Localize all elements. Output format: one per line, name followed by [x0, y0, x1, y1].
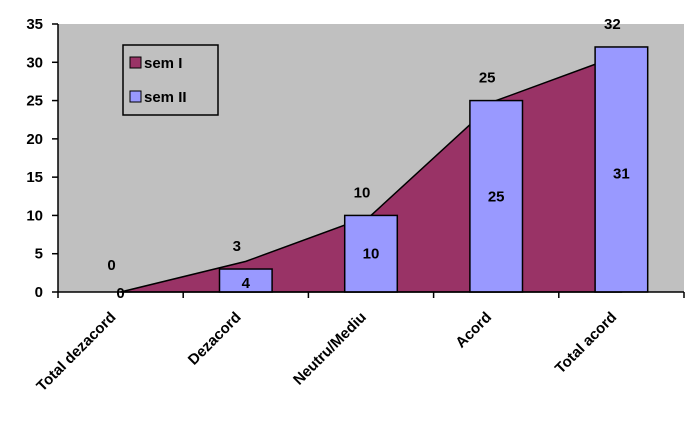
y-tick-label-30: 30	[26, 54, 43, 71]
data-label-sem-ii-3: 25	[479, 70, 496, 87]
data-label-sem-i-0: 0	[116, 285, 124, 302]
x-category-label-0: Total dezacord	[33, 309, 119, 395]
bar-sem-ii-2	[343, 214, 399, 293]
x-category-label-4: Total acord	[552, 309, 620, 377]
data-label-sem-ii-2: 10	[354, 184, 371, 201]
y-tick-label-0: 0	[35, 284, 43, 301]
y-tick-label-10: 10	[26, 207, 43, 224]
x-category-label-3: Acord	[452, 309, 495, 352]
data-label-sem-i-4: 31	[613, 165, 630, 182]
legend-label-1: sem II	[144, 89, 187, 106]
y-tick-label-35: 35	[26, 16, 43, 33]
legend-swatch-1	[129, 90, 142, 103]
y-tick-label-20: 20	[26, 131, 43, 148]
bar-sem-ii-3	[469, 99, 524, 293]
x-category-label-2: Neutru/Mediu	[290, 309, 370, 389]
data-label-sem-ii-0: 0	[107, 257, 115, 274]
data-label-sem-i-3: 25	[488, 188, 505, 205]
data-label-sem-ii-1: 3	[233, 238, 241, 255]
x-category-label-1: Dezacord	[185, 309, 245, 369]
bar-sem-ii-4	[594, 46, 649, 293]
data-label-sem-i-2: 10	[363, 246, 380, 263]
y-tick-label-25: 25	[26, 93, 43, 110]
y-tick-label-15: 15	[26, 169, 43, 186]
data-label-sem-i-1: 4	[242, 275, 251, 292]
legend: sem I sem II	[122, 44, 219, 116]
data-label-sem-ii-4: 32	[604, 16, 621, 33]
legend-swatch-0	[129, 56, 142, 69]
legend-label-0: sem I	[144, 55, 182, 72]
y-tick-label-5: 5	[35, 246, 43, 263]
